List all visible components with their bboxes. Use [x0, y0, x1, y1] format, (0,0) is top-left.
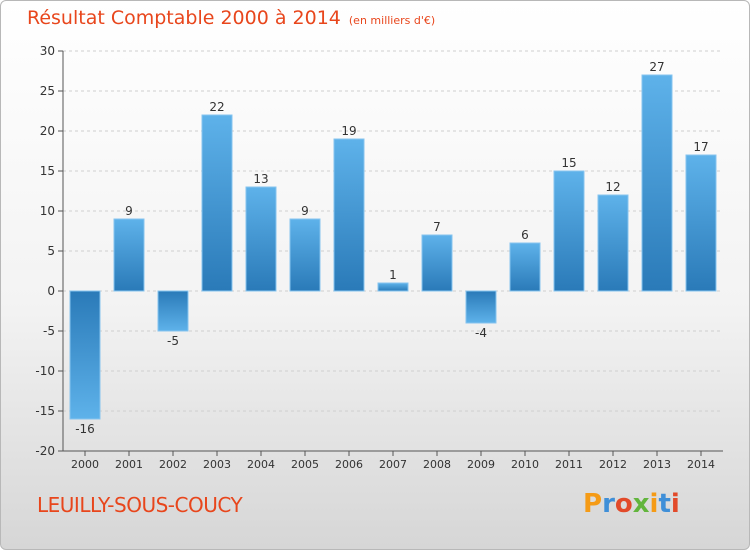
x-tick-label: 2001 [115, 458, 143, 471]
data-label: 17 [693, 140, 708, 154]
bar [377, 282, 409, 292]
x-tick-label: 2011 [555, 458, 583, 471]
proxiti-logo: Proxiti [583, 489, 680, 519]
bar [553, 170, 585, 292]
bar [245, 186, 277, 292]
commune-name: LEUILLY-SOUS-COUCY [37, 493, 243, 517]
x-tick-label: 2008 [423, 458, 451, 471]
y-tick-label: 5 [47, 244, 55, 258]
bar [113, 218, 145, 292]
y-tick-label: 25 [40, 84, 55, 98]
data-label: 9 [125, 204, 133, 218]
data-label: 27 [649, 60, 664, 74]
y-tick-label: -5 [43, 324, 55, 338]
x-tick-label: 2006 [335, 458, 363, 471]
bar [421, 234, 453, 292]
x-tick-label: 2007 [379, 458, 407, 471]
chart-title-main: Résultat Comptable 2000 à 2014 [27, 7, 341, 29]
y-tick-label: 10 [40, 204, 55, 218]
data-label: 13 [253, 172, 268, 186]
bar [509, 242, 541, 292]
data-label: 12 [605, 180, 620, 194]
bar [201, 114, 233, 292]
data-label: -4 [475, 326, 487, 340]
x-tick-label: 2014 [687, 458, 715, 471]
data-label: 19 [341, 124, 356, 138]
y-tick-label: 0 [47, 284, 55, 298]
bar [289, 218, 321, 292]
bar [597, 194, 629, 292]
bar [465, 290, 497, 324]
bar [685, 154, 717, 292]
data-label: 9 [301, 204, 309, 218]
y-tick-label: 20 [40, 124, 55, 138]
data-label: 1 [389, 268, 397, 282]
data-label: 6 [521, 228, 529, 242]
x-tick-label: 2013 [643, 458, 671, 471]
bar [641, 74, 673, 292]
x-tick-label: 2010 [511, 458, 539, 471]
y-tick-label: -15 [35, 404, 55, 418]
data-label: 15 [561, 156, 576, 170]
y-tick-label: 15 [40, 164, 55, 178]
x-tick-label: 2009 [467, 458, 495, 471]
x-tick-label: 2012 [599, 458, 627, 471]
chart-title: Résultat Comptable 2000 à 2014 (en millie… [27, 7, 435, 29]
bar [333, 138, 365, 292]
x-tick-label: 2003 [203, 458, 231, 471]
x-tick-label: 2002 [159, 458, 187, 471]
x-tick-label: 2000 [71, 458, 99, 471]
data-label: 7 [433, 220, 441, 234]
x-tick-label: 2005 [291, 458, 319, 471]
data-label: 22 [209, 100, 224, 114]
y-tick-label: 30 [40, 44, 55, 58]
data-label: -5 [167, 334, 179, 348]
y-tick-label: -10 [35, 364, 55, 378]
y-tick-label: -20 [35, 444, 55, 458]
bar [69, 290, 101, 420]
data-label: -16 [75, 422, 95, 436]
bar [157, 290, 189, 332]
chart-title-unit: (en milliers d'€) [348, 14, 436, 27]
x-tick-label: 2004 [247, 458, 275, 471]
